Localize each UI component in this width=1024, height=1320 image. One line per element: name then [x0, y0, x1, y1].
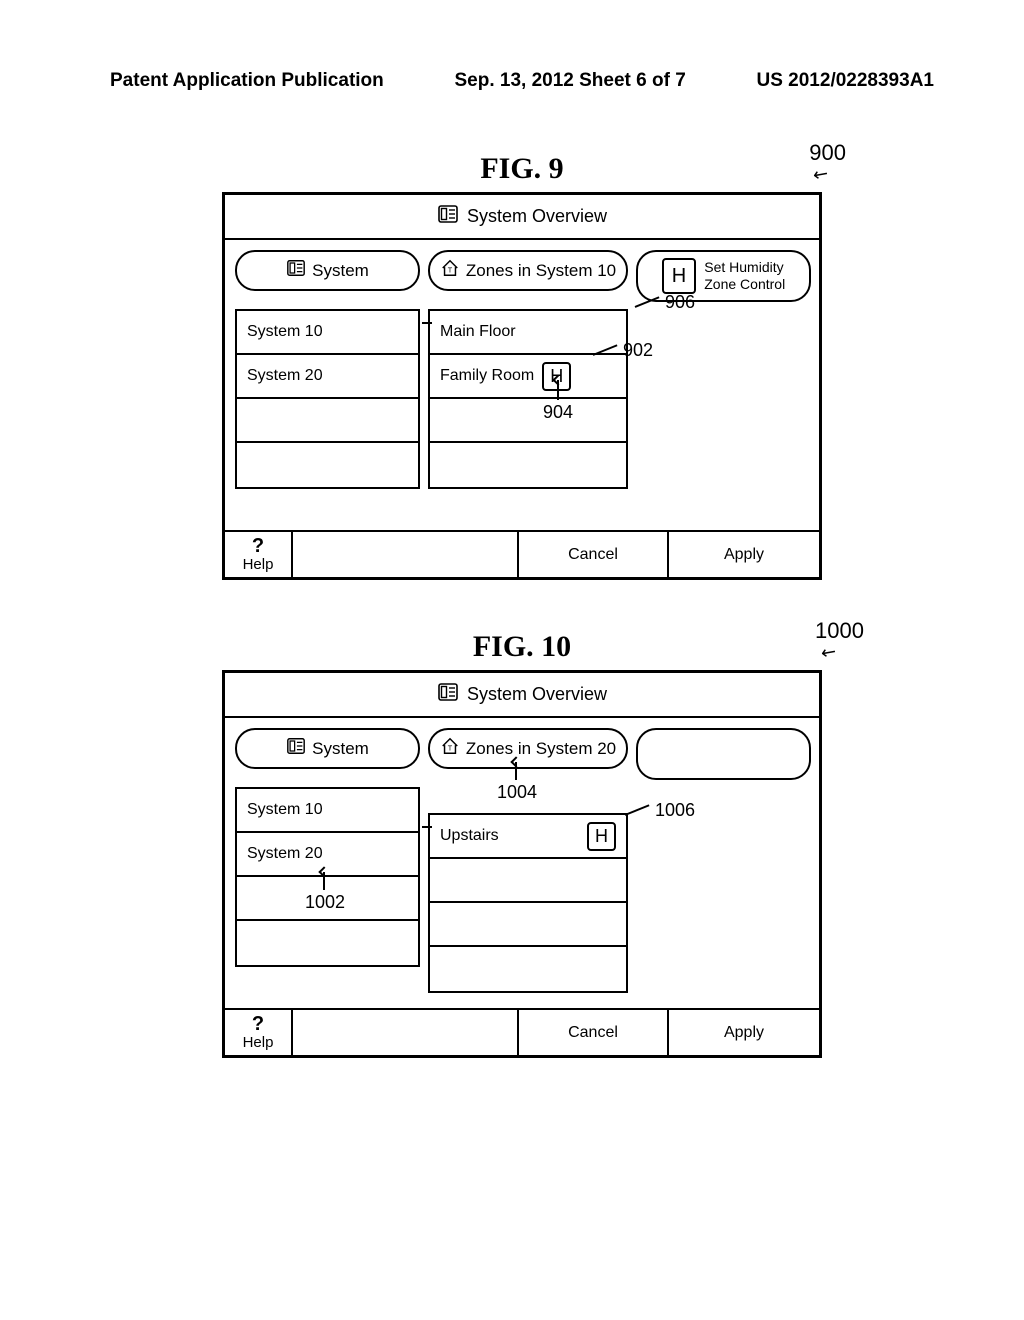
figure-10: FIG. 10 1000 ↙ System Overview: [110, 630, 934, 1058]
help-icon: ?: [252, 1014, 264, 1034]
list-item[interactable]: [237, 443, 418, 487]
list-item[interactable]: [430, 947, 626, 991]
humidity-header[interactable]: H Set Humidity Zone Control: [636, 250, 811, 302]
right-column: [636, 728, 811, 780]
help-icon: ?: [252, 536, 264, 556]
hvac-icon: [437, 203, 459, 230]
header-publication: Patent Application Publication: [110, 70, 384, 92]
page-header: Patent Application Publication Sep. 13, …: [110, 70, 934, 92]
list-item[interactable]: Main Floor: [430, 311, 626, 355]
humidity-badge[interactable]: H: [587, 822, 616, 851]
figure-9: FIG. 9 900 ↙ System Overview Sy: [110, 152, 934, 580]
footer-bar: ? Help Cancel Apply: [225, 1008, 819, 1055]
figure-label: FIG. 10: [110, 630, 934, 664]
footer-spacer: [293, 1010, 519, 1055]
zones-header-label: Zones in System 20: [466, 739, 616, 759]
right-column: H Set Humidity Zone Control: [636, 250, 811, 302]
list-item[interactable]: [237, 921, 418, 965]
panel-ref-900: 900 ↙: [809, 140, 846, 166]
footer-spacer: [293, 532, 519, 577]
zones-list: Main Floor Family Room H: [428, 309, 628, 489]
system-list: System 10 System 20: [235, 787, 420, 967]
zones-header[interactable]: T Zones in System 10: [428, 250, 628, 291]
zones-list: Upstairs H: [428, 813, 628, 993]
zones-column: T Zones in System 10 Main Floor Family R…: [428, 250, 628, 489]
house-icon: T: [440, 736, 460, 761]
zones-header-label: Zones in System 10: [466, 261, 616, 281]
empty-header: [636, 728, 811, 780]
system-column: System System 10 System 20: [235, 250, 420, 489]
list-item[interactable]: [237, 399, 418, 443]
panel-1000: System Overview System System 10 System …: [222, 670, 822, 1058]
system-header[interactable]: System: [235, 250, 420, 291]
footer-bar: ? Help Cancel Apply: [225, 530, 819, 577]
title-text: System Overview: [467, 684, 607, 705]
title-bar: System Overview: [225, 673, 819, 718]
list-item[interactable]: [430, 399, 626, 443]
svg-text:T: T: [448, 744, 453, 753]
zones-column: T Zones in System 20 Upstairs H: [428, 728, 628, 993]
humidity-header-text: Set Humidity Zone Control: [704, 259, 785, 293]
panel-900: System Overview System System 10 System …: [222, 192, 822, 580]
cancel-button[interactable]: Cancel: [519, 1010, 669, 1055]
list-item[interactable]: [430, 903, 626, 947]
list-item[interactable]: System 10: [237, 789, 418, 833]
hvac-icon: [286, 736, 306, 761]
svg-text:T: T: [448, 266, 453, 275]
list-item[interactable]: Family Room H: [430, 355, 626, 399]
hvac-icon: [286, 258, 306, 283]
system-list: System 10 System 20: [235, 309, 420, 489]
zones-header[interactable]: T Zones in System 20: [428, 728, 628, 769]
list-item[interactable]: Upstairs H: [430, 815, 626, 859]
system-header[interactable]: System: [235, 728, 420, 769]
panel-ref-1000: 1000 ↙: [815, 618, 864, 644]
help-button[interactable]: ? Help: [225, 532, 293, 577]
hvac-icon: [437, 681, 459, 708]
apply-button[interactable]: Apply: [669, 1010, 819, 1055]
header-date-sheet: Sep. 13, 2012 Sheet 6 of 7: [454, 70, 685, 92]
list-item[interactable]: System 20: [237, 355, 418, 399]
title-bar: System Overview: [225, 195, 819, 240]
list-item[interactable]: System 10: [237, 311, 418, 355]
title-text: System Overview: [467, 206, 607, 227]
apply-button[interactable]: Apply: [669, 532, 819, 577]
list-item[interactable]: [430, 443, 626, 487]
system-column: System System 10 System 20: [235, 728, 420, 967]
cancel-button[interactable]: Cancel: [519, 532, 669, 577]
list-item[interactable]: [430, 859, 626, 903]
system-header-label: System: [312, 261, 369, 281]
system-header-label: System: [312, 739, 369, 759]
header-pubnumber: US 2012/0228393A1: [757, 70, 934, 92]
help-button[interactable]: ? Help: [225, 1010, 293, 1055]
humidity-icon: H: [662, 258, 696, 294]
house-icon: T: [440, 258, 460, 283]
